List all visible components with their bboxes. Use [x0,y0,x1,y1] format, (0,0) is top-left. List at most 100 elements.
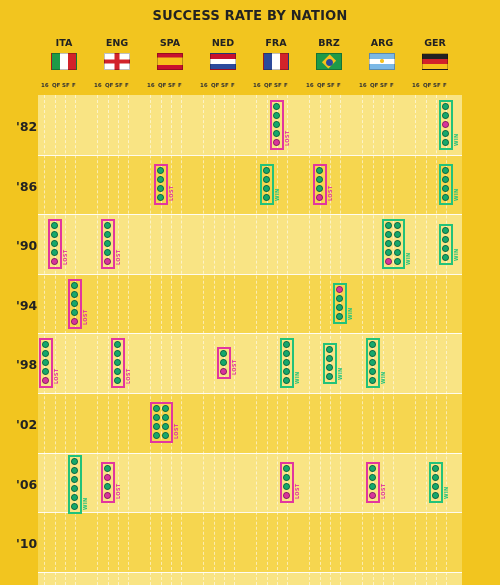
match-won-dot [161,423,169,431]
match-won-dot [442,129,449,137]
result-ita [39,338,53,389]
match-won-dot [336,313,343,321]
outcome-label: LOST [295,483,301,499]
row-divider [38,571,462,573]
match-won-dot [336,295,343,303]
result-ger [439,163,453,205]
match-won-dot [442,235,449,243]
stage-label-eng-16: 16 [94,83,102,89]
outcome-label: LOST [116,249,122,265]
outcome-label: LOST [116,483,122,499]
match-won-dot [283,368,290,376]
match-won-dot [104,231,111,238]
stage-label-ger-sf: SF [433,83,441,89]
match-won-dot [51,249,58,256]
outcome-label: LOST [169,185,175,201]
match-won-dot [42,359,49,367]
stage-label-spa-16: 16 [147,83,155,89]
stage-label-brz-f: F [337,83,341,89]
year-label: '82 [16,119,38,134]
row-divider [38,512,462,514]
match-won-dot [51,231,58,238]
stage-label-ned-16: 16 [200,83,208,89]
match-won-dot [316,166,323,174]
match-won-dot [326,372,333,380]
match-won-dot [263,175,270,183]
match-won-dot [104,240,111,247]
match-won-dot [393,240,401,247]
match-won-dot [42,350,49,358]
outcome-label: WIN [381,371,387,385]
match-won-dot [42,368,49,376]
match-lost-dot [51,258,58,265]
match-won-dot [369,473,376,481]
match-won-dot [71,308,78,316]
row-band [38,95,462,155]
match-won-dot [71,475,78,483]
match-won-dot [326,363,333,371]
match-won-dot [442,244,449,252]
match-won-dot [71,484,78,492]
stage-label-spa-f: F [178,83,182,89]
match-won-dot [263,184,270,192]
match-won-dot [71,290,78,298]
result-fra [260,163,274,205]
match-lost-dot [336,286,343,294]
result-ned [217,347,231,380]
outcome-label: LOST [285,130,291,146]
match-won-dot [114,341,121,349]
outcome-label: WIN [454,133,460,146]
match-won-dot [393,231,401,238]
match-won-dot [220,350,227,358]
match-won-dot [283,359,290,367]
stage-label-ned-f: F [231,83,235,89]
germany-flag [422,53,448,70]
match-lost-dot [42,377,49,385]
stage-gridline [393,95,394,585]
outcome-label: WIN [275,188,281,201]
outcome-label: LOST [381,483,387,499]
match-lost-dot [104,473,111,481]
match-won-dot [161,414,169,422]
match-won-dot [369,464,376,472]
match-won-dot [369,368,376,376]
result-ita [68,278,82,329]
outcome-label: WIN [405,252,412,265]
outcome-label: WIN [444,486,450,499]
result-ger [439,223,453,265]
match-won-dot [161,432,169,440]
match-won-dot [157,175,164,183]
match-won-dot [442,253,449,261]
match-won-dot [104,482,111,490]
stage-gridline [415,95,416,585]
result-arg [381,219,405,269]
match-won-dot [114,377,121,385]
outcome-label: WIN [454,188,460,201]
outcome-label: WIN [295,371,301,385]
stage-label-ned-qf: QF [211,83,220,89]
row-divider [38,214,462,216]
stage-gridline [181,95,182,585]
match-won-dot [442,193,449,201]
match-won-dot [283,377,290,385]
stage-gridline [277,95,278,585]
match-won-dot [263,193,270,201]
stage-gridline [256,95,257,585]
stage-label-fra-f: F [284,83,288,89]
match-won-dot [283,341,290,349]
stage-gridline [55,95,56,585]
stage-label-arg-qf: QF [370,83,379,89]
match-won-dot [273,120,280,128]
stage-label-ned-sf: SF [221,83,229,89]
match-won-dot [71,457,78,465]
match-won-dot [442,111,449,119]
match-won-dot [71,299,78,307]
match-won-dot [152,414,160,422]
match-won-dot [442,102,449,110]
nation-code-eng: ENG [105,38,129,49]
italy-flag [51,53,77,70]
row-divider [38,452,462,454]
match-won-dot [432,482,439,490]
row-divider [38,154,462,156]
match-won-dot [157,193,164,201]
